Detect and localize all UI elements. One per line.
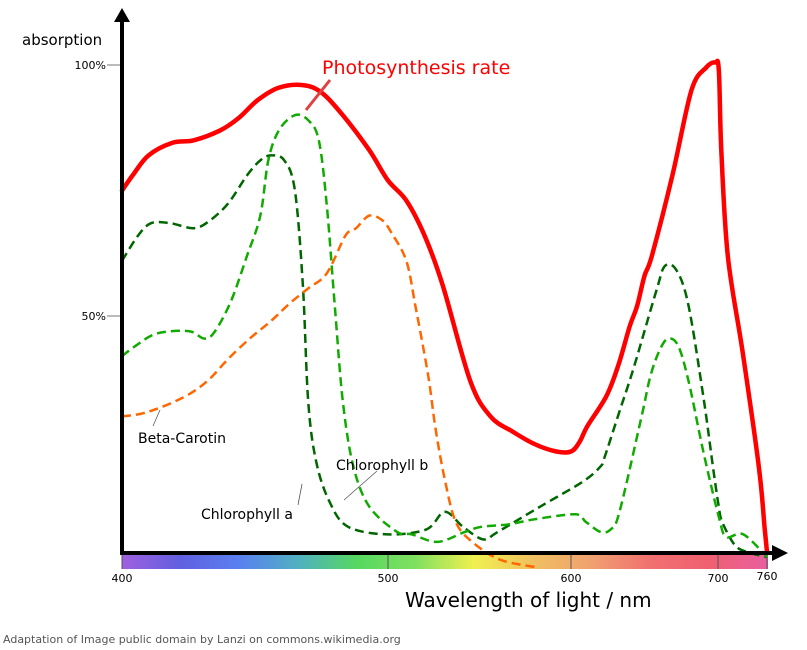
x-axis-label: Wavelength of light / nm [405, 588, 652, 612]
label-photosynthesis-rate: Photosynthesis rate [322, 57, 510, 79]
label-chlorophyll-b: Chlorophyll b [336, 458, 428, 474]
y-tick-label: 50% [82, 310, 106, 323]
annotation-beta-carotin: Beta-Carotin [138, 409, 226, 447]
x-tick-label: 400 [112, 572, 133, 585]
series-line-beta-carotin [121, 214, 535, 569]
y-tick-label: 100% [75, 59, 106, 72]
x-axis-arrow-icon [772, 545, 788, 561]
series-line-chlorophyll-a [120, 154, 768, 559]
image-credit: Adaptation of Image public domain by Lan… [3, 633, 401, 646]
annotation-chlorophyll-a: Chlorophyll a [201, 483, 303, 523]
y-axis-label: absorption [22, 31, 102, 49]
x-tick-label: 700 [708, 572, 729, 585]
label-chlorophyll-a: Chlorophyll a [201, 507, 293, 523]
series-line-chlorophyll-b [121, 113, 768, 558]
x-tick-label: 600 [561, 572, 582, 585]
annotation-photosynthesis: Photosynthesis rate [304, 57, 510, 111]
annotation-chlorophyll-b: Chlorophyll b [336, 458, 428, 501]
x-tick-label: 500 [378, 572, 399, 585]
label-beta-carotin: Beta-Carotin [138, 431, 226, 447]
y-axis-arrow-icon [114, 8, 130, 22]
x-axis-ticks: 400 500 600 700 760 [112, 555, 778, 585]
x-tick-label: 760 [757, 570, 778, 583]
series-line-photosynthesis-rate [119, 58, 770, 555]
series-group [119, 58, 770, 569]
spectrum-bar [122, 555, 768, 569]
y-axis-ticks: 50% 100% [75, 59, 121, 323]
